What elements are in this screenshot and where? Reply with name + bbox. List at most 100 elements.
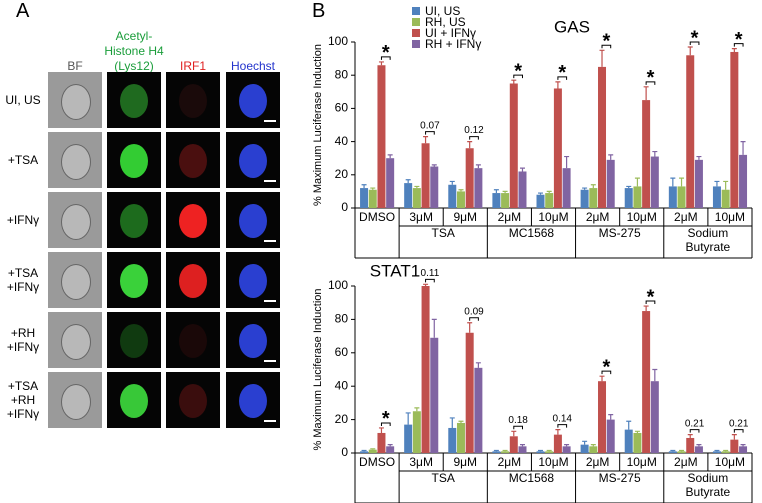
legend-entry: RH, US [412, 15, 481, 29]
error-bar [519, 444, 525, 447]
group-label: TSA [431, 226, 455, 240]
bar [430, 166, 439, 208]
bar [650, 156, 659, 208]
group-label: MC1568 [508, 471, 555, 485]
x-tick-label: DMSO [359, 210, 395, 224]
legend-swatch [412, 28, 420, 37]
error-bar [423, 136, 429, 144]
legend-label: UI + IFNγ [425, 25, 477, 40]
bar [606, 419, 615, 453]
significance-bracket [513, 425, 523, 430]
error-bar [423, 283, 429, 286]
bar [501, 451, 510, 453]
bar [474, 168, 483, 208]
x-tick-label: 9μM [453, 455, 477, 469]
micrograph [166, 72, 220, 128]
micrograph [107, 132, 161, 188]
x-tick-label: 10μM [715, 455, 745, 469]
y-axis-label: % Maximum Luciferase Induction [312, 44, 324, 206]
bar [598, 66, 607, 209]
error-bar [679, 177, 685, 187]
significance-label: * [691, 27, 699, 49]
group-label-box: MC1568 [509, 226, 554, 240]
error-bar [599, 49, 605, 67]
nucleus [61, 264, 91, 300]
row-label: UI, US [5, 93, 41, 107]
bar [412, 411, 421, 453]
error-bar [590, 444, 596, 447]
y-tick-label: 60 [335, 345, 349, 359]
nucleus [61, 144, 91, 180]
error-bar [696, 444, 702, 447]
error-bar [467, 322, 473, 333]
bar [545, 193, 554, 208]
significance-bracket [425, 278, 435, 283]
nucleus [239, 324, 267, 358]
bar [518, 446, 527, 453]
x-tick-label: 10μM [538, 210, 568, 224]
bar [633, 432, 642, 453]
error-bar [643, 305, 649, 312]
nucleus [179, 384, 207, 418]
legend-entry: UI, US [412, 4, 481, 18]
error-bar [538, 192, 543, 195]
error-bar [582, 187, 588, 190]
error-bar [414, 185, 420, 189]
group-label: Sodium Butyrate [685, 471, 731, 499]
error-bar [475, 362, 481, 368]
bar [633, 186, 642, 208]
y-tick-label: 100 [328, 34, 348, 48]
error-bar [511, 430, 517, 437]
significance-bracket [557, 76, 568, 80]
micrograph [48, 252, 102, 308]
error-bar [361, 449, 367, 452]
micrograph [107, 372, 161, 428]
scale-bar [264, 120, 276, 122]
bar [509, 83, 518, 208]
error-bar [546, 449, 552, 452]
bar [553, 88, 562, 208]
error-bar [714, 180, 720, 187]
bar [580, 189, 589, 208]
bar [412, 188, 421, 208]
error-bar [626, 420, 632, 430]
error-bar [405, 412, 411, 425]
error-bar [723, 449, 729, 452]
error-bar [599, 375, 605, 382]
significance-bracket [425, 131, 435, 135]
y-tick-label: 20 [335, 167, 349, 181]
error-bar [687, 434, 693, 438]
micrograph [226, 72, 280, 128]
row-label: +RH +IFNγ [6, 326, 40, 354]
error-bar [449, 180, 455, 185]
bar [589, 188, 598, 208]
bar [642, 311, 651, 453]
bar [492, 451, 501, 453]
bar [404, 424, 413, 453]
x-tick-label: 10μM [715, 210, 745, 224]
nucleus [239, 84, 267, 118]
significance-label: 0.21 [729, 418, 749, 429]
bar [721, 189, 730, 208]
error-bar [370, 187, 376, 190]
bar [562, 168, 571, 208]
bar [421, 286, 430, 453]
group-label-box: TSA [432, 471, 455, 485]
nucleus [120, 204, 148, 238]
bar [421, 143, 430, 208]
bar [368, 449, 377, 453]
significance-label: * [382, 42, 390, 64]
nucleus [179, 324, 207, 358]
error-bar [731, 48, 737, 52]
significance-label: * [647, 67, 655, 89]
bar [377, 65, 386, 209]
bar [624, 188, 633, 208]
error-bar [458, 189, 464, 192]
group-label-box: MS-275 [599, 471, 641, 485]
micrograph [226, 372, 280, 428]
error-bar [740, 444, 746, 447]
legend-swatch [412, 39, 420, 48]
